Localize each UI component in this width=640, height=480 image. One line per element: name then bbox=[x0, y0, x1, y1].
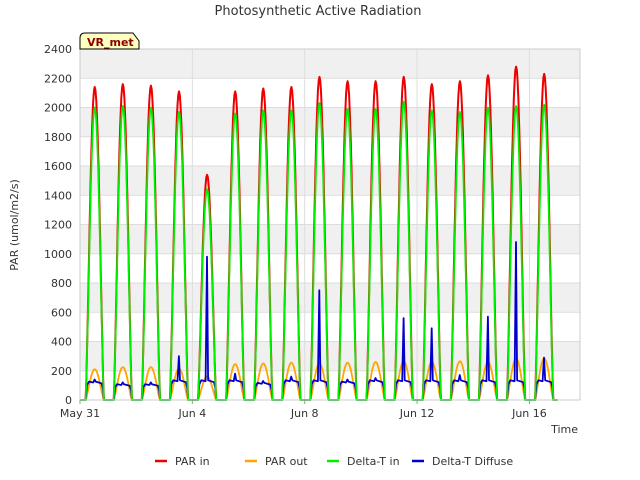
y-tick-label: 400 bbox=[51, 336, 72, 349]
site-badge: VR_met bbox=[79, 32, 140, 50]
plot-band bbox=[80, 49, 580, 79]
y-axis: 0 200 400 600 800 1000 1200 1400 1600 1800 2000 220… bbox=[44, 43, 72, 407]
y-tick-label: 2000 bbox=[44, 102, 72, 115]
legend: PAR in PAR out Delta-T in Delta-T Diffuse bbox=[155, 455, 513, 468]
x-axis: May 31 Jun 4 Jun 8 Jun 12 Jun 16 bbox=[60, 400, 547, 420]
plot-band bbox=[80, 107, 580, 137]
legend-label: PAR out bbox=[265, 455, 308, 468]
plot-band bbox=[80, 195, 580, 225]
plot-band bbox=[80, 224, 580, 254]
plot-band bbox=[80, 166, 580, 196]
y-tick-label: 600 bbox=[51, 306, 72, 319]
site-label: VR_met bbox=[87, 36, 134, 49]
y-tick-label: 1400 bbox=[44, 189, 72, 202]
y-tick-label: 1600 bbox=[44, 160, 72, 173]
plot-band bbox=[80, 136, 580, 166]
site-badge-shape bbox=[79, 32, 140, 50]
legend-label: PAR in bbox=[175, 455, 210, 468]
y-tick-label: 1800 bbox=[44, 131, 72, 144]
plot-background bbox=[80, 49, 580, 400]
plot-band bbox=[80, 253, 580, 283]
series-line-delta-t-in bbox=[80, 100, 558, 401]
plot-frame bbox=[79, 48, 581, 401]
y-tick-label: 2400 bbox=[44, 43, 72, 56]
y-tick-label: 800 bbox=[51, 277, 72, 290]
y-tick-label: 1000 bbox=[44, 248, 72, 261]
y-tick-label: 0 bbox=[65, 394, 72, 407]
y-tick-label: 1200 bbox=[44, 219, 72, 232]
x-tick-label: Jun 12 bbox=[399, 407, 435, 420]
y-tick-label: 2200 bbox=[44, 72, 72, 85]
x-axis-label: Time bbox=[550, 423, 578, 436]
series-layer bbox=[80, 65, 558, 401]
x-tick-label: May 31 bbox=[60, 407, 100, 420]
x-tick-label: Jun 4 bbox=[178, 407, 207, 420]
plot-band bbox=[80, 283, 580, 313]
x-tick-label: Jun 16 bbox=[511, 407, 547, 420]
legend-label: Delta-T in bbox=[347, 455, 400, 468]
x-tick-label: Jun 8 bbox=[290, 407, 319, 420]
plot-band bbox=[80, 312, 580, 342]
legend-label: Delta-T Diffuse bbox=[432, 455, 513, 468]
plot-band bbox=[80, 78, 580, 108]
plot-band bbox=[80, 341, 580, 371]
y-axis-label: PAR (umol/m2/s) bbox=[8, 179, 21, 271]
chart-title: Photosynthetic Active Radiation bbox=[215, 4, 422, 19]
y-tick-label: 200 bbox=[51, 365, 72, 378]
